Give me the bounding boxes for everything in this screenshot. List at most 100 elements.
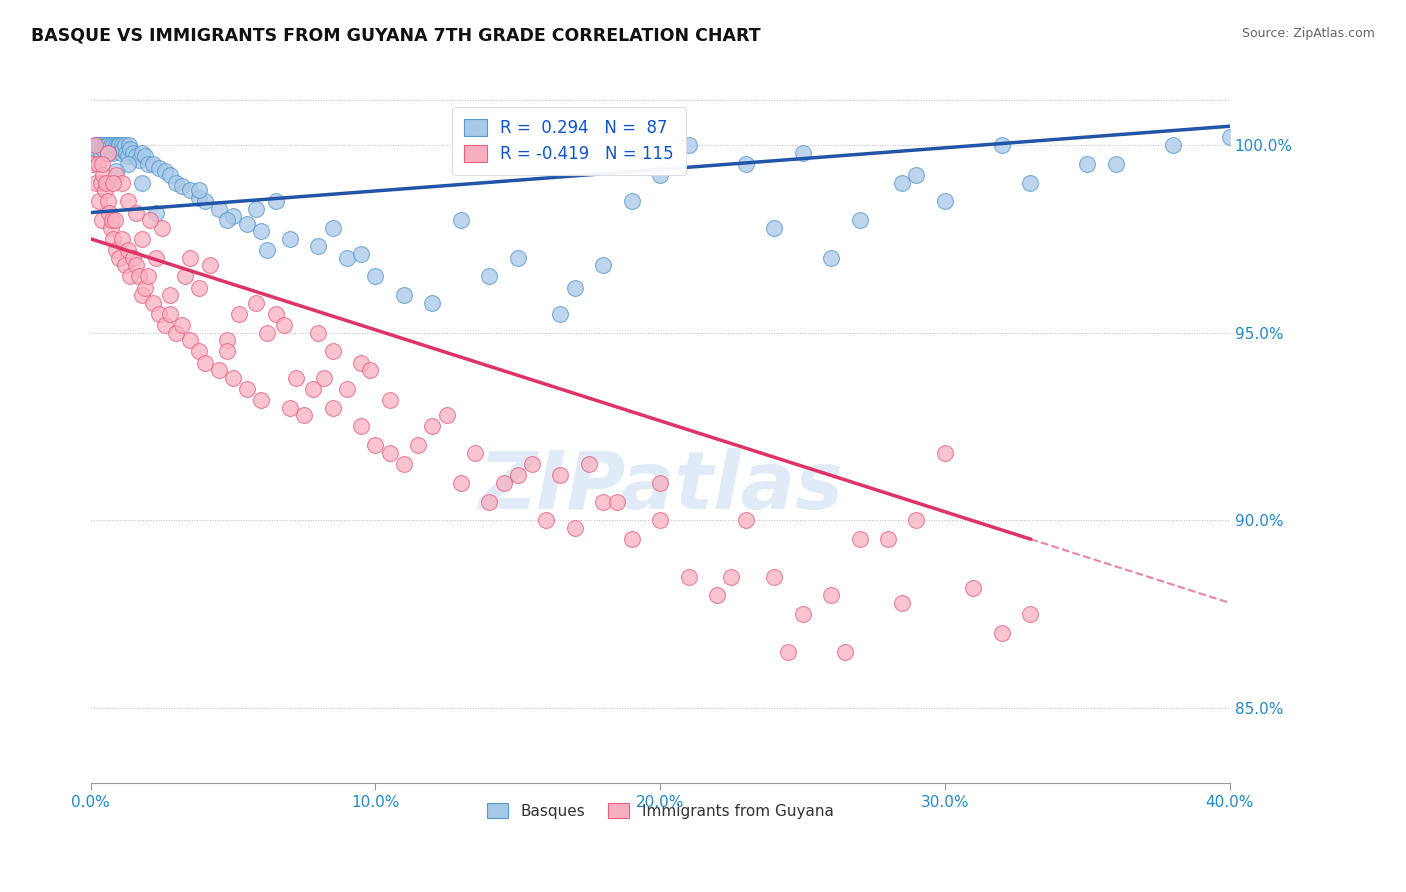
Point [131,145,153,160]
Point [120,142,142,156]
Point [962,581,984,595]
Point [98,142,121,156]
Point [359,363,381,377]
Point [112,142,135,156]
Point [536,513,558,527]
Point [506,251,529,265]
Point [364,438,387,452]
Point [111,176,134,190]
Point [193,356,215,370]
Point [378,446,401,460]
Text: ZIPatlas: ZIPatlas [478,448,842,525]
Point [89,194,111,209]
Point [564,280,586,294]
Point [94,183,117,197]
Point [905,168,928,182]
Point [82,157,104,171]
Point [91,138,114,153]
Point [193,194,215,209]
Point [650,168,672,182]
Point [1105,157,1128,171]
Point [520,457,543,471]
Point [170,318,193,333]
Point [84,142,107,156]
Point [114,258,136,272]
Point [848,532,870,546]
Point [792,145,814,160]
Point [104,213,127,227]
Point [250,393,273,408]
Point [592,258,614,272]
Point [350,419,373,434]
Point [307,326,329,340]
Point [131,232,153,246]
Point [187,190,209,204]
Text: BASQUE VS IMMIGRANTS FROM GUYANA 7TH GRADE CORRELATION CHART: BASQUE VS IMMIGRANTS FROM GUYANA 7TH GRA… [31,27,761,45]
Point [96,138,118,153]
Point [450,213,472,227]
Point [97,194,120,209]
Point [236,217,259,231]
Point [620,532,643,546]
Point [108,138,131,153]
Point [336,382,359,396]
Point [117,149,139,163]
Point [103,176,125,190]
Point [105,168,128,182]
Point [104,142,127,156]
Point [90,145,112,160]
Point [245,202,267,216]
Point [84,176,107,190]
Point [292,409,315,423]
Point [134,280,156,294]
Point [100,220,122,235]
Point [734,513,756,527]
Point [165,326,187,340]
Point [87,138,110,153]
Legend: Basques, Immigrants from Guyana: Basques, Immigrants from Guyana [481,797,839,825]
Point [90,176,112,190]
Point [120,269,142,284]
Point [378,393,401,408]
Point [478,269,501,284]
Point [322,220,344,235]
Point [820,251,842,265]
Point [991,138,1014,153]
Point [228,307,250,321]
Point [105,138,128,153]
Point [848,213,870,227]
Point [83,138,105,153]
Point [111,232,134,246]
Point [98,205,121,219]
Point [208,363,231,377]
Point [131,288,153,302]
Point [1076,157,1098,171]
Point [550,307,572,321]
Point [142,157,165,171]
Point [148,307,170,321]
Point [187,183,209,197]
Point [278,232,301,246]
Point [108,251,131,265]
Point [187,280,209,294]
Point [153,164,176,178]
Point [322,344,344,359]
Point [650,513,672,527]
Point [187,344,209,359]
Point [236,382,259,396]
Point [314,370,336,384]
Point [136,269,159,284]
Point [891,176,914,190]
Point [273,318,295,333]
Point [706,588,728,602]
Point [111,138,134,153]
Point [107,138,129,153]
Point [118,138,141,153]
Point [128,269,150,284]
Point [114,138,136,153]
Point [179,251,201,265]
Point [550,468,572,483]
Point [89,138,111,153]
Point [96,176,118,190]
Point [97,145,120,160]
